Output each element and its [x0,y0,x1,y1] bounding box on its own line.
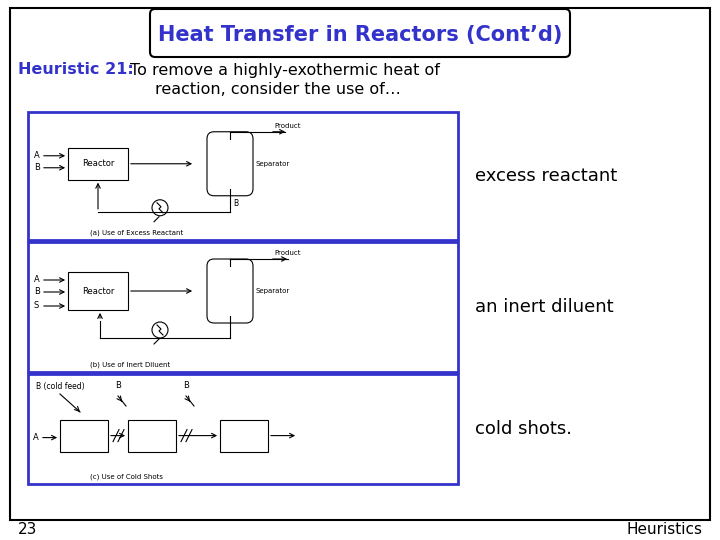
Text: (c) Use of Cold Shots: (c) Use of Cold Shots [90,473,163,480]
Text: To remove a highly-exothermic heat of: To remove a highly-exothermic heat of [130,63,440,78]
Text: Product: Product [274,250,300,256]
Bar [28,374,458,484]
Text: A: A [33,433,39,442]
Bar [60,420,108,451]
Text: Separator: Separator [256,288,290,294]
Text: reaction, consider the use of…: reaction, consider the use of… [155,83,401,98]
Bar [220,420,268,451]
Bar [128,420,176,451]
Text: Reactor: Reactor [82,287,114,295]
Bar [28,112,458,240]
Text: Heuristic 21:: Heuristic 21: [18,63,134,78]
Text: B: B [34,163,40,172]
Text: B (cold feed): B (cold feed) [36,381,85,390]
Text: Heuristics: Heuristics [626,523,702,537]
Text: excess reactant: excess reactant [475,167,617,185]
Bar [68,148,128,180]
Text: B: B [115,381,121,390]
Text: B: B [233,199,238,208]
Text: (b) Use of Inert Diluent: (b) Use of Inert Diluent [90,361,170,368]
Text: B: B [183,381,189,390]
FancyBboxPatch shape [150,9,570,57]
FancyBboxPatch shape [207,259,253,323]
Text: A: A [34,275,40,285]
Text: S: S [34,301,40,310]
Text: B: B [34,287,40,296]
Text: A: A [34,151,40,160]
FancyBboxPatch shape [207,132,253,196]
Bar [28,242,458,372]
Text: Reactor: Reactor [82,159,114,168]
Text: cold shots.: cold shots. [475,420,572,438]
Text: Heat Transfer in Reactors (Cont’d): Heat Transfer in Reactors (Cont’d) [158,25,562,45]
Text: Separator: Separator [256,161,290,167]
Bar [68,272,128,310]
Text: Product: Product [274,123,300,129]
Text: (a) Use of Excess Reactant: (a) Use of Excess Reactant [90,229,184,235]
Text: 23: 23 [18,523,37,537]
Text: an inert diluent: an inert diluent [475,298,613,316]
